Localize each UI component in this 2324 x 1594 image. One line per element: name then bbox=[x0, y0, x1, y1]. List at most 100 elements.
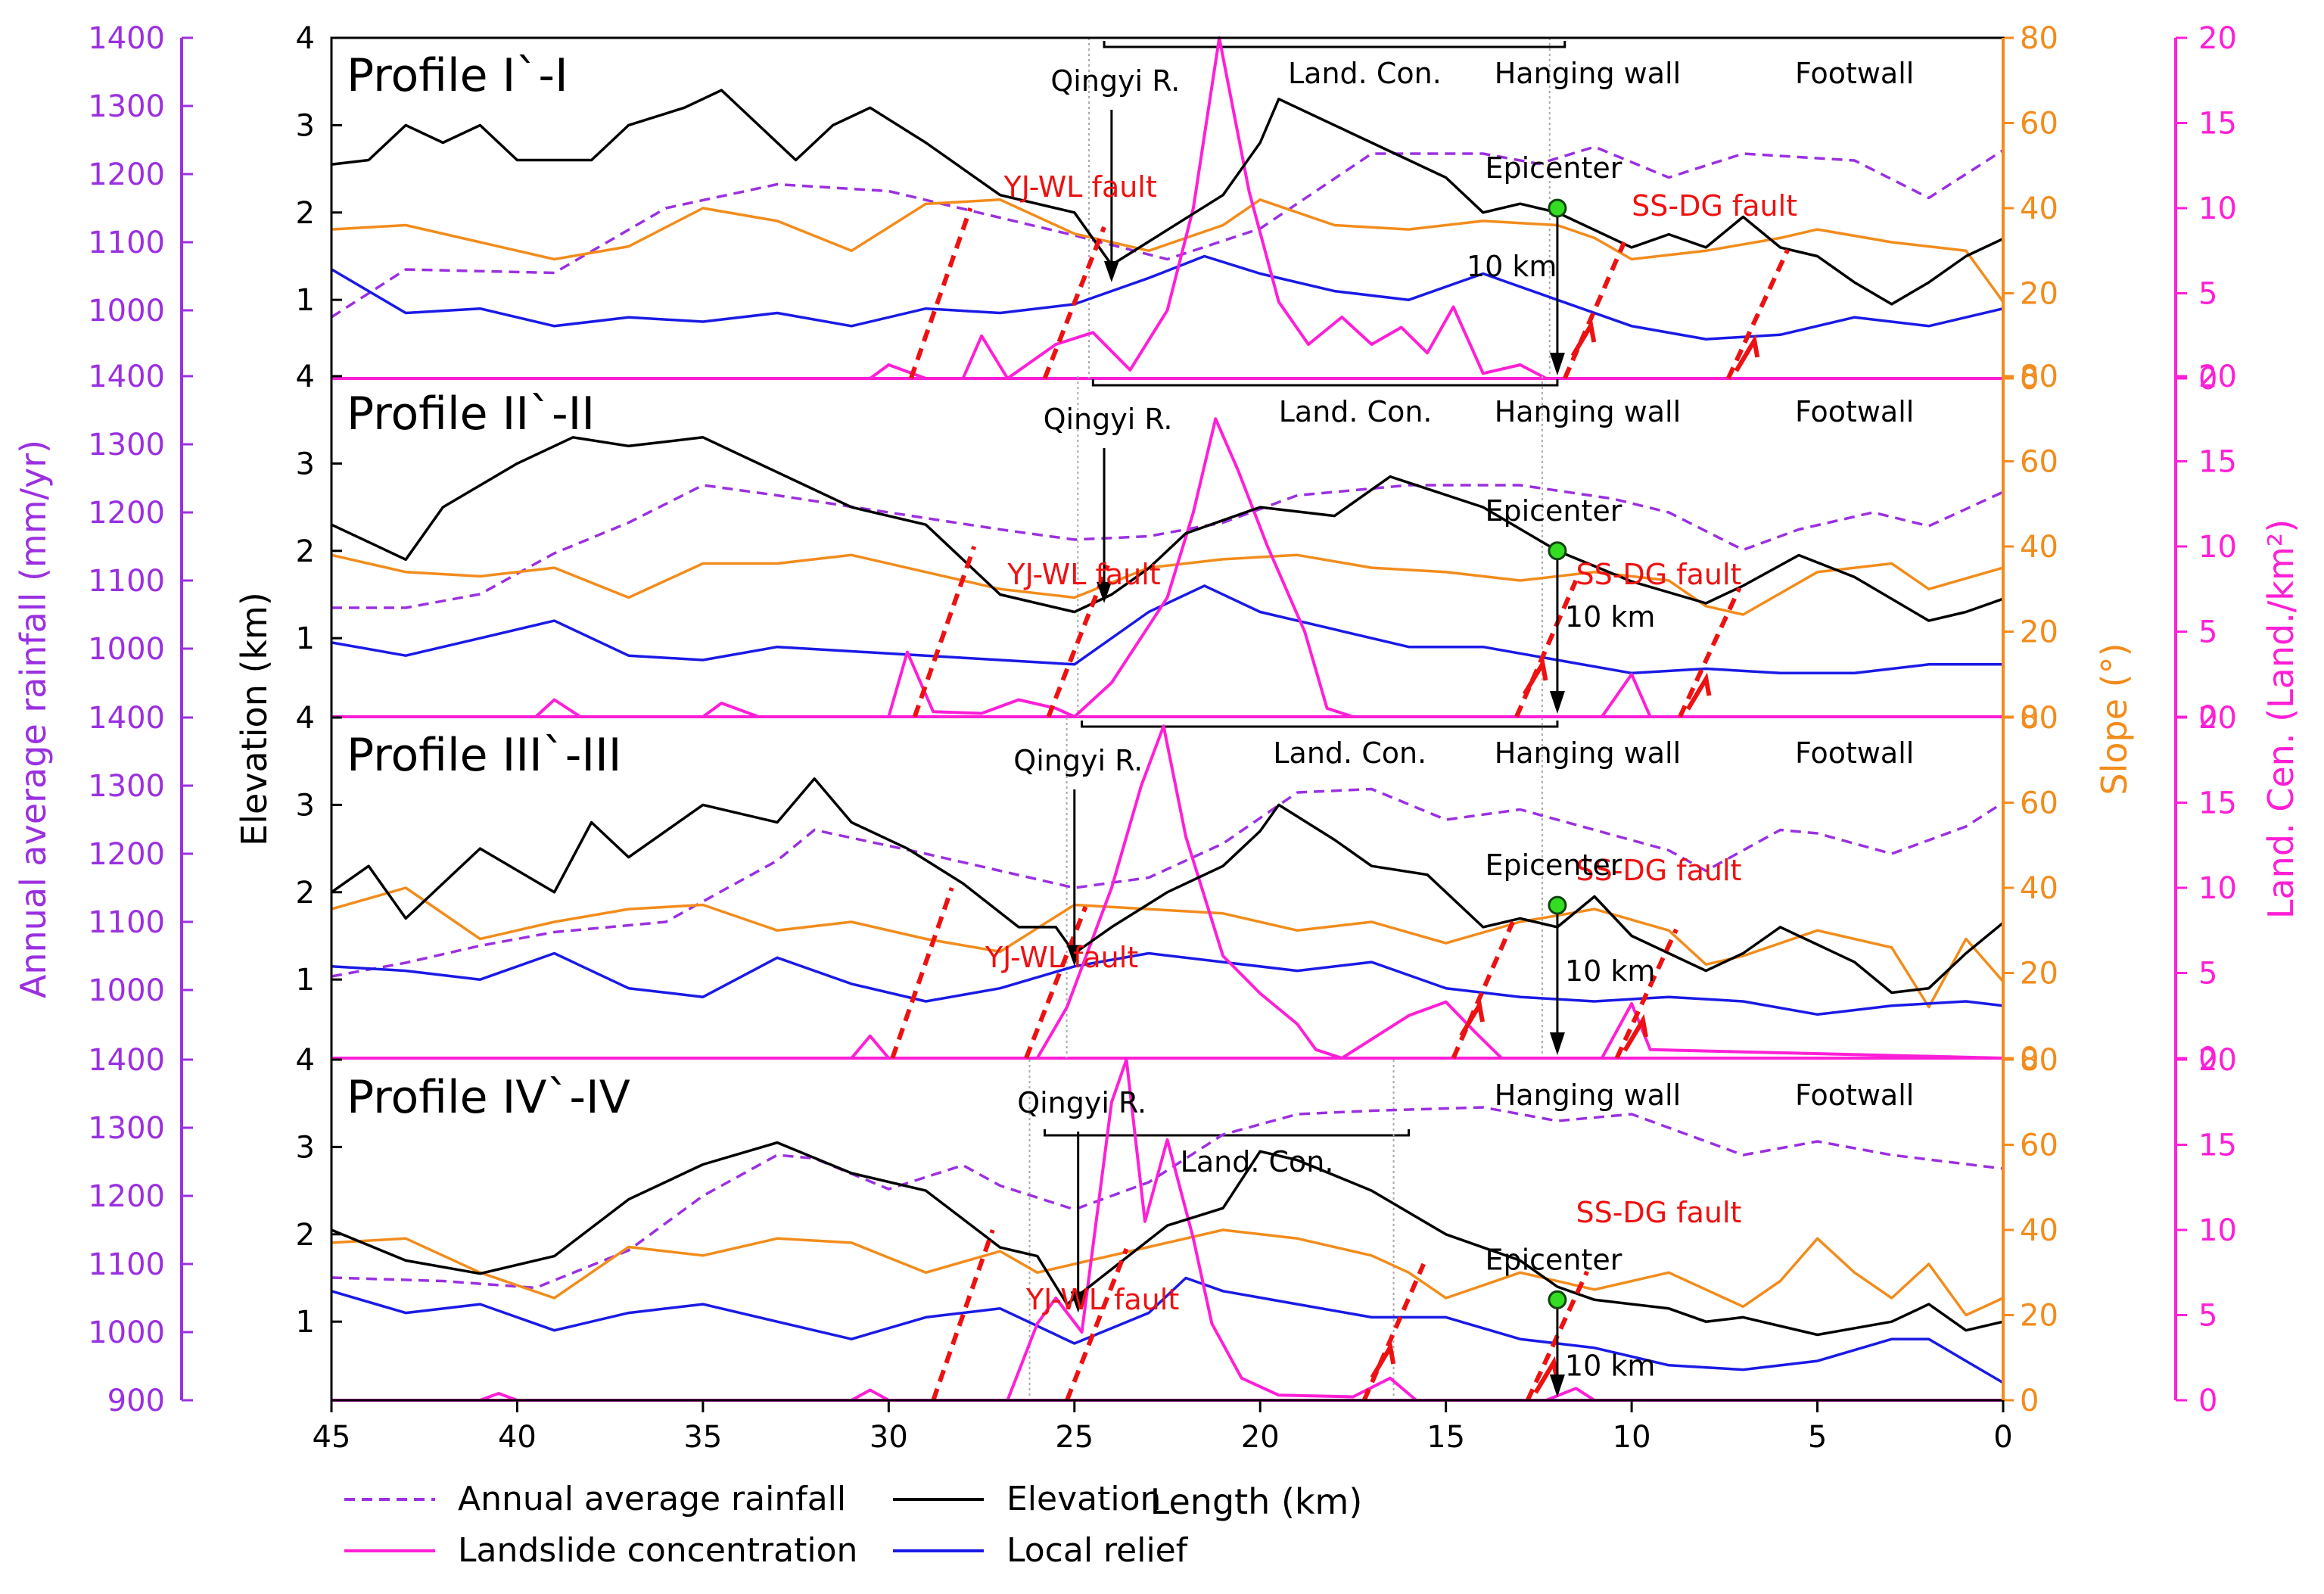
elevation-tick-label: 1 bbox=[296, 283, 315, 318]
elevation-line bbox=[331, 436, 2004, 622]
ssdg-fault-line bbox=[1563, 241, 1627, 380]
elevation-tick-label: 4 bbox=[296, 1043, 315, 1078]
rainfall-tick-label: 1100 bbox=[88, 564, 165, 599]
epicenter-depth-arrowhead bbox=[1549, 1032, 1565, 1055]
landslide-tick-label: 20 bbox=[2198, 701, 2237, 736]
rainfall-tick-label: 1000 bbox=[88, 1315, 165, 1350]
panel-4: Land. Con. Profile IV`-IV Qingyi R. YJ-WL f… bbox=[88, 1043, 2237, 1418]
landslide-concentration-line bbox=[331, 1058, 2003, 1402]
rainfall-tick-label: 1200 bbox=[88, 837, 165, 872]
x-tick-label: 25 bbox=[1055, 1420, 1094, 1455]
epicenter-label: Epicenter bbox=[1485, 1243, 1622, 1276]
epicenter-marker bbox=[1548, 1290, 1567, 1309]
elevation-tick-label: 2 bbox=[296, 1218, 315, 1253]
qingyi-arrow-head bbox=[1097, 581, 1112, 603]
epicenter-marker bbox=[1548, 895, 1567, 915]
ssdg-fault-label: SS-DG fault bbox=[1632, 189, 1797, 223]
rainfall-line bbox=[331, 787, 2004, 978]
slope-tick-label: 60 bbox=[2020, 445, 2058, 480]
slope-line bbox=[331, 553, 2004, 616]
footwall-label: Footwall bbox=[1795, 395, 1914, 428]
land-con-bracket bbox=[1044, 1129, 1411, 1137]
local-relief-line bbox=[331, 951, 2004, 1016]
landslide-tick-label: 5 bbox=[2198, 277, 2217, 312]
land-con-label: Land. Con. bbox=[1273, 736, 1426, 770]
yjwl-fault-line bbox=[908, 207, 973, 379]
legend-label: Annual average rainfall bbox=[458, 1480, 846, 1518]
rainfall-tick-label: 1300 bbox=[88, 769, 165, 804]
rainfall-tick-label: 1200 bbox=[88, 157, 165, 192]
depth-label: 10 km bbox=[1565, 954, 1655, 988]
slope-tick-label: 0 bbox=[2020, 1041, 2039, 1076]
local-relief-line bbox=[331, 254, 2004, 341]
slope-tick-label: 20 bbox=[2020, 957, 2058, 992]
rainfall-tick-label: 1000 bbox=[88, 632, 165, 667]
qingyi-arrow-head bbox=[1066, 945, 1082, 967]
slope-tick-label: 40 bbox=[2020, 1213, 2058, 1248]
x-tick-label: 0 bbox=[1993, 1420, 2012, 1455]
fault-slip-arrow bbox=[1622, 1013, 1648, 1052]
landslide-tick-label: 20 bbox=[2198, 360, 2237, 394]
slope-tick-label: 40 bbox=[2020, 530, 2058, 565]
landslide-tick-label: 15 bbox=[2198, 107, 2237, 142]
x-tick-label: 35 bbox=[683, 1420, 722, 1455]
slope-tick-label: 60 bbox=[2020, 1129, 2058, 1163]
x-tick-label: 10 bbox=[1613, 1420, 1651, 1455]
land-con-bracket bbox=[1103, 41, 1566, 48]
epicenter-label: Epicenter bbox=[1485, 494, 1622, 528]
slope-tick-label: 20 bbox=[2020, 277, 2058, 312]
fault-slip-arrow bbox=[1459, 998, 1485, 1037]
landslide-tick-label: 0 bbox=[2198, 362, 2217, 397]
footwall-label: Footwall bbox=[1795, 736, 1914, 770]
elevation-tick-label: 3 bbox=[296, 447, 315, 481]
rainfall-tick-label: 1400 bbox=[88, 21, 165, 56]
ssdg-fault-label: SS-DG fault bbox=[1576, 1196, 1741, 1229]
elevation-tick-label: 1 bbox=[296, 621, 315, 656]
local-relief-line bbox=[331, 584, 2003, 675]
slope-tick-label: 80 bbox=[2020, 360, 2058, 394]
yjwl-fault-line bbox=[890, 887, 954, 1059]
slope-tick-label: 80 bbox=[2020, 21, 2058, 56]
elevation-line bbox=[331, 1141, 2004, 1337]
panel-3: Land. Con. Profile III`-III Qingyi R. YJ-WL… bbox=[88, 701, 2237, 1076]
fault-slip-arrow bbox=[1734, 334, 1760, 372]
depth-label: 10 km bbox=[1565, 1349, 1655, 1382]
legend-item: Landslide concentration bbox=[344, 1531, 857, 1570]
elevation-tick-label: 4 bbox=[296, 21, 315, 56]
landslide-concentration-line bbox=[331, 724, 2004, 1060]
slope-axis-title: Slope (°) bbox=[2094, 643, 2135, 795]
epicenter-label: Epicenter bbox=[1485, 848, 1622, 882]
landslide-tick-label: 5 bbox=[2198, 957, 2217, 992]
fault-line-secondary bbox=[1042, 226, 1106, 380]
ssdg-fault-line-2 bbox=[1614, 928, 1678, 1060]
yjwl-fault-line bbox=[931, 1229, 995, 1401]
elevation-tick-label: 2 bbox=[296, 534, 315, 569]
landslide-tick-label: 15 bbox=[2198, 1129, 2237, 1163]
rainfall-line bbox=[331, 145, 2004, 319]
land-con-label: Land. Con. bbox=[1181, 1145, 1334, 1178]
epicenter-depth-arrowhead bbox=[1549, 691, 1565, 714]
elevation-axis-title: Elevation (km) bbox=[234, 592, 275, 846]
hanging-wall-label: Hanging wall bbox=[1495, 1079, 1681, 1112]
epicenter-label: Epicenter bbox=[1485, 151, 1622, 185]
legend-item: Annual average rainfall bbox=[344, 1480, 846, 1518]
landslide-tick-label: 0 bbox=[2198, 700, 2217, 735]
x-tick-label: 15 bbox=[1426, 1420, 1465, 1455]
rainfall-tick-label: 1300 bbox=[88, 89, 165, 124]
footwall-label: Footwall bbox=[1795, 57, 1914, 90]
panel-2: Land. Con. Profile II`-II Qingyi R. YJ-WL f… bbox=[88, 360, 2237, 735]
elevation-line bbox=[330, 777, 2005, 995]
rainfall-line bbox=[331, 484, 2004, 609]
legend-item: Elevation bbox=[893, 1480, 1161, 1518]
slope-tick-label: 0 bbox=[2020, 1384, 2039, 1418]
x-tick-label: 20 bbox=[1241, 1420, 1280, 1455]
epicenter-depth-arrowhead bbox=[1549, 1375, 1565, 1397]
panel-title: Profile III`-III bbox=[347, 729, 621, 782]
yjwl-fault-label: YJ-WL fault bbox=[1025, 1283, 1179, 1316]
slope-tick-label: 0 bbox=[2020, 362, 2039, 397]
yjwl-fault-label: YJ-WL fault bbox=[1006, 558, 1160, 591]
slope-tick-label: 40 bbox=[2020, 191, 2058, 226]
slope-tick-label: 0 bbox=[2020, 700, 2039, 735]
